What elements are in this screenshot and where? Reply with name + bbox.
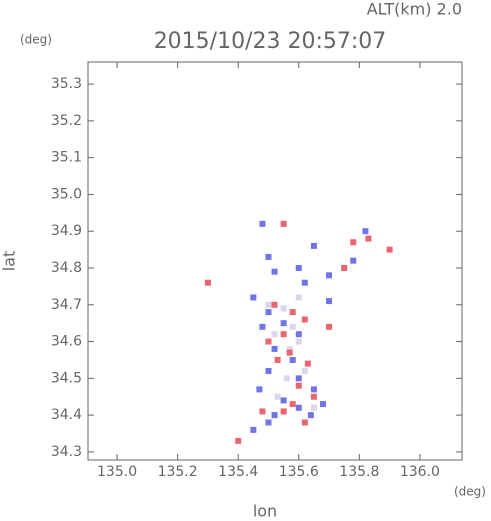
y-tick-label: 35.2 bbox=[51, 113, 82, 129]
echo-cell bbox=[271, 268, 278, 275]
echo-cell bbox=[386, 246, 393, 253]
echo-cell bbox=[326, 298, 333, 305]
x-tick-label: 135.4 bbox=[218, 464, 258, 480]
echo-cell bbox=[304, 360, 311, 367]
echo-cell bbox=[310, 404, 317, 411]
echo-cell bbox=[301, 279, 308, 286]
x-axis-label: lon bbox=[253, 502, 277, 521]
echo-cell bbox=[289, 401, 296, 408]
echo-cell bbox=[289, 309, 296, 316]
y-tick-label: 34.4 bbox=[51, 407, 82, 423]
echo-cell bbox=[280, 331, 287, 338]
echo-cell bbox=[326, 272, 333, 279]
echo-cell bbox=[295, 294, 302, 301]
echo-cell bbox=[280, 397, 287, 404]
y-tick-label: 35.0 bbox=[51, 186, 82, 202]
x-tick-label: 136.0 bbox=[400, 464, 440, 480]
echo-cell bbox=[280, 320, 287, 327]
echo-cell bbox=[295, 404, 302, 411]
echo-cell bbox=[259, 323, 266, 330]
echo-cell bbox=[265, 309, 272, 316]
echo-cell bbox=[265, 367, 272, 374]
echo-cell bbox=[341, 264, 348, 271]
x-tick-label: 135.0 bbox=[97, 464, 137, 480]
echo-cell bbox=[307, 412, 314, 419]
echo-cell bbox=[350, 257, 357, 264]
echo-cell bbox=[271, 301, 278, 308]
echo-cell bbox=[259, 220, 266, 227]
y-tick-label: 34.3 bbox=[51, 444, 82, 460]
y-tick-label: 34.9 bbox=[51, 223, 82, 239]
chart-title: 2015/10/23 20:57:07 bbox=[154, 29, 387, 54]
echo-cell bbox=[295, 331, 302, 338]
x-tick-label: 135.8 bbox=[339, 464, 379, 480]
echo-cell bbox=[310, 386, 317, 393]
echo-cell bbox=[310, 393, 317, 400]
x-tick-label: 135.2 bbox=[158, 464, 198, 480]
echo-cell bbox=[365, 235, 372, 242]
echo-cell bbox=[362, 228, 369, 235]
echo-cell bbox=[295, 338, 302, 345]
echo-cell bbox=[250, 294, 257, 301]
x-tick-label: 135.6 bbox=[279, 464, 319, 480]
echo-cell bbox=[259, 408, 266, 415]
echo-cell bbox=[235, 437, 242, 444]
x-unit: (deg) bbox=[454, 485, 486, 499]
y-tick-label: 34.5 bbox=[51, 370, 82, 386]
echo-cell bbox=[295, 382, 302, 389]
y-tick-label: 35.3 bbox=[51, 76, 82, 92]
y-axis-label: lat bbox=[0, 251, 19, 272]
y-tick-label: 34.7 bbox=[51, 297, 82, 313]
echo-cell bbox=[280, 408, 287, 415]
echo-cell bbox=[326, 323, 333, 330]
echo-cell bbox=[286, 345, 293, 352]
plot-frame bbox=[87, 61, 463, 461]
echo-cell bbox=[280, 305, 287, 312]
echo-cell bbox=[256, 386, 263, 393]
echo-cell bbox=[204, 279, 211, 286]
echo-cell bbox=[250, 426, 257, 433]
echo-cell bbox=[265, 338, 272, 345]
echo-cell bbox=[280, 220, 287, 227]
echo-cell bbox=[289, 323, 296, 330]
y-tick-label: 35.1 bbox=[51, 150, 82, 166]
echo-cell bbox=[283, 375, 290, 382]
y-unit: (deg) bbox=[20, 33, 52, 47]
y-tick-label: 34.8 bbox=[51, 260, 82, 276]
echo-cell bbox=[289, 356, 296, 363]
echo-cell bbox=[271, 412, 278, 419]
echo-cell bbox=[271, 331, 278, 338]
echo-cell bbox=[265, 419, 272, 426]
echo-cell bbox=[265, 301, 272, 308]
echo-cell bbox=[310, 242, 317, 249]
echo-cell bbox=[295, 264, 302, 271]
echo-cell bbox=[319, 401, 326, 408]
y-tick-label: 34.6 bbox=[51, 334, 82, 350]
echo-cell bbox=[301, 316, 308, 323]
echo-cell bbox=[295, 375, 302, 382]
echo-cell bbox=[271, 345, 278, 352]
echo-cell bbox=[274, 393, 281, 400]
echo-cell bbox=[274, 356, 281, 363]
echo-cell bbox=[301, 367, 308, 374]
echo-cell bbox=[301, 419, 308, 426]
echo-cell bbox=[265, 253, 272, 260]
altitude-label: ALT(km) 2.0 bbox=[367, 0, 462, 19]
echo-cell bbox=[350, 239, 357, 246]
echo-cell bbox=[286, 349, 293, 356]
